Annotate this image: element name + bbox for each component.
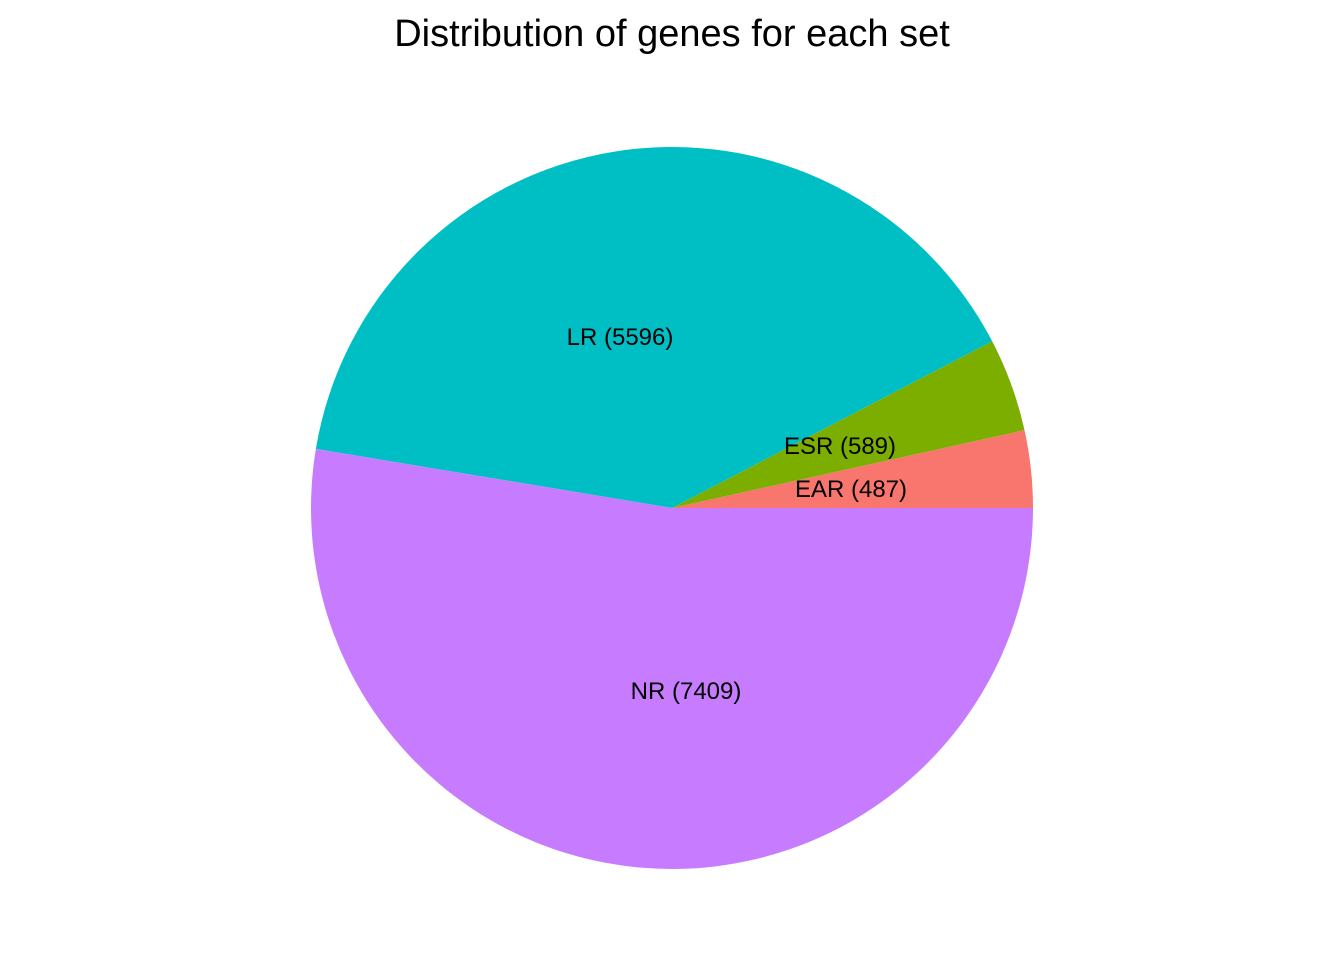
pie-labels: EAR (487) ESR (589) LR (5596) NR (7409): [567, 324, 907, 705]
pie-slice-esr: [672, 341, 1025, 508]
chart-title: Distribution of genes for each set: [394, 13, 950, 55]
slice-label-esr: ESR (589): [784, 433, 896, 460]
slice-label-lr: LR (5596): [567, 324, 674, 351]
pie-slice-nr: [310, 448, 1033, 870]
slice-label-ear: EAR (487): [795, 476, 907, 503]
pie-slice-ear: [672, 430, 1033, 508]
slice-label-nr: NR (7409): [631, 678, 742, 705]
pie-slice-lr: [315, 147, 993, 508]
pie-slices: [310, 147, 1033, 870]
